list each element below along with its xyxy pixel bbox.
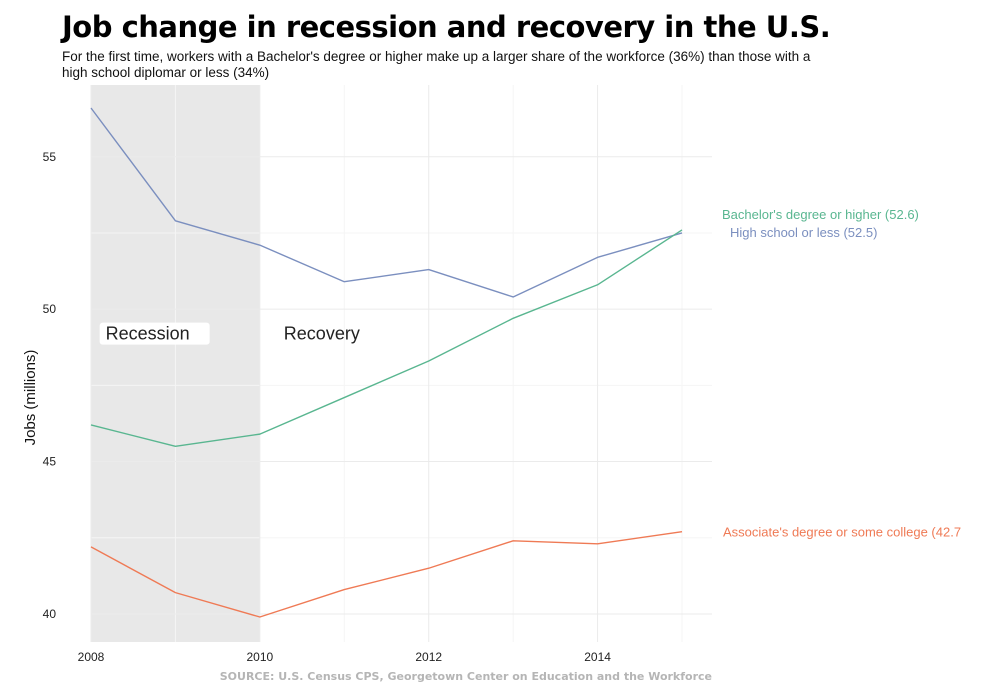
- y-tick-label: 55: [43, 150, 57, 164]
- series-end-label: High school or less (52.5): [730, 225, 877, 240]
- series-end-label: Bachelor's degree or higher (52.6): [722, 207, 919, 222]
- y-tick-label: 40: [43, 607, 57, 621]
- source-note: SOURCE: U.S. Census CPS, Georgetown Cent…: [219, 670, 712, 683]
- y-tick-label: 45: [43, 455, 57, 469]
- chart-title: Job change in recession and recovery in …: [62, 10, 831, 44]
- x-tick-label: 2014: [584, 650, 611, 664]
- annotation-label: Recovery: [284, 324, 360, 344]
- series-line-1: [90, 229, 683, 448]
- series-line-2: [90, 530, 683, 618]
- series-line-0: [90, 107, 683, 298]
- annotation-box: [99, 322, 210, 345]
- x-tick-label: 2012: [415, 650, 442, 664]
- annotation-label: Recession: [106, 324, 190, 344]
- y-tick-label: 50: [43, 302, 57, 316]
- y-axis-label: Jobs (millions): [22, 350, 39, 446]
- chart-subtitle: For the first time, workers with a Bache…: [62, 49, 811, 80]
- series-end-label: Associate's degree or some college (42.7: [723, 525, 961, 540]
- x-tick-label: 2008: [78, 650, 105, 664]
- x-tick-label: 2010: [247, 650, 274, 664]
